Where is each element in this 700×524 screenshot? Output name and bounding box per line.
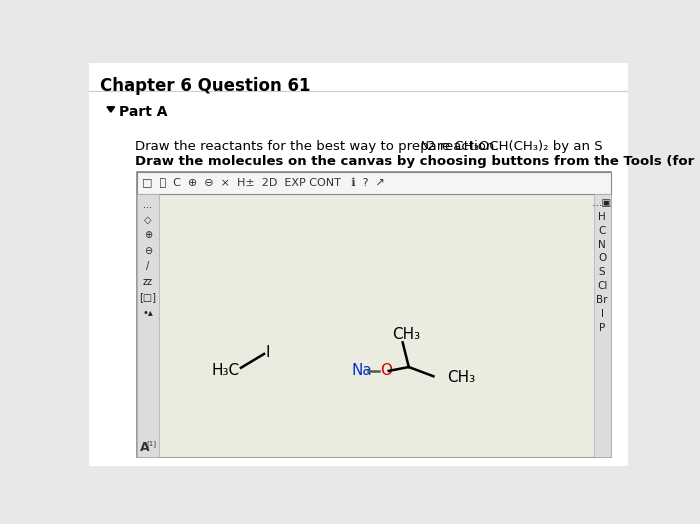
Bar	[158, 194, 594, 457]
Text: H: H	[598, 212, 606, 222]
Polygon shape	[107, 107, 115, 112]
Text: ...: ...	[144, 200, 153, 210]
Text: Draw the molecules on the canvas by choosing buttons from the Tools (for bonds),: Draw the molecules on the canvas by choo…	[135, 155, 700, 168]
Text: C: C	[598, 226, 606, 236]
Text: S: S	[598, 267, 606, 277]
Text: Cl: Cl	[597, 281, 608, 291]
Text: Na: Na	[351, 363, 372, 378]
Text: …▣: …▣	[592, 198, 612, 208]
Bar	[137, 194, 158, 457]
Text: □  ⤵  C  ⊕  ⊖  ×  H±  2D  EXP CONT   ℹ  ?  ↗: □ ⤵ C ⊕ ⊖ × H± 2D EXP CONT ℹ ? ↗	[141, 178, 384, 188]
Text: /: /	[146, 261, 149, 271]
Text: Chapter 6 Question 61: Chapter 6 Question 61	[100, 77, 311, 95]
Text: CH₃: CH₃	[393, 327, 421, 342]
Text: N: N	[421, 141, 429, 151]
Text: [□]: [□]	[139, 292, 156, 302]
Text: Br: Br	[596, 295, 608, 305]
Text: Draw the reactants for the best way to prepare CH₃OCH(CH₃)₂ by an S: Draw the reactants for the best way to p…	[135, 140, 603, 153]
Text: A: A	[140, 441, 150, 454]
Text: I: I	[601, 309, 603, 319]
Text: •▴: •▴	[142, 308, 153, 318]
Text: ⊕: ⊕	[144, 231, 152, 241]
Bar	[137, 172, 610, 194]
Text: H₃C: H₃C	[211, 363, 239, 378]
Text: ◇: ◇	[144, 215, 151, 225]
Text: O: O	[380, 363, 392, 378]
Text: 2 reaction.: 2 reaction.	[426, 140, 498, 153]
Bar	[137, 172, 610, 457]
Text: CH₃: CH₃	[447, 370, 475, 385]
Text: Part A: Part A	[118, 105, 167, 119]
Bar	[594, 194, 610, 457]
Text: P: P	[599, 323, 605, 333]
Text: zz: zz	[143, 277, 153, 287]
Text: O: O	[598, 254, 606, 264]
Text: I: I	[265, 345, 270, 360]
Text: N: N	[598, 239, 606, 249]
Text: [1]: [1]	[146, 440, 156, 446]
Text: ⊖: ⊖	[144, 246, 152, 256]
